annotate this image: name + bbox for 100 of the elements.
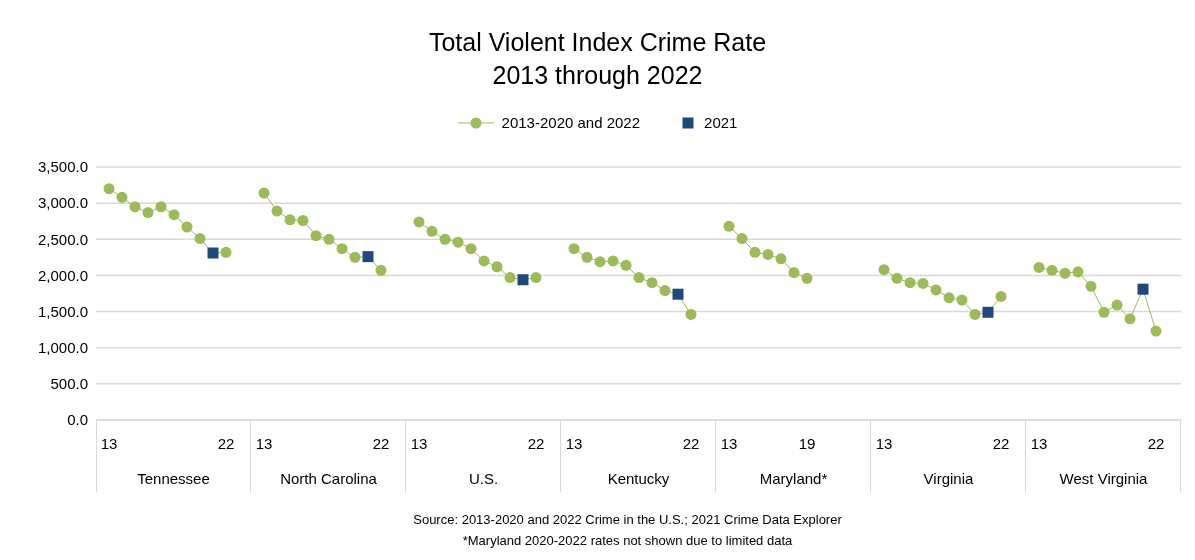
point bbox=[581, 251, 593, 263]
x-axis-title: Tennessee bbox=[137, 470, 210, 487]
point bbox=[1124, 313, 1136, 325]
legend-label: 2021 bbox=[704, 114, 738, 131]
source-note: Source: 2013-2020 and 2022 Crime in the U.S.; 2021 Crime Data Explorer bbox=[412, 511, 843, 529]
point bbox=[646, 277, 658, 289]
x-axis-title: West Virginia bbox=[1059, 470, 1149, 487]
point bbox=[168, 209, 180, 221]
point bbox=[504, 272, 516, 284]
x-axis-title: Kentucky bbox=[607, 470, 670, 487]
point bbox=[1150, 325, 1162, 337]
point bbox=[271, 205, 283, 217]
point bbox=[775, 253, 787, 265]
point bbox=[129, 201, 141, 213]
x-tick-label: 19 bbox=[798, 434, 816, 452]
x-axis-title: Virginia bbox=[923, 470, 975, 487]
point bbox=[685, 308, 697, 320]
x-tick-label: 13 bbox=[100, 434, 118, 452]
point bbox=[465, 243, 477, 255]
point bbox=[116, 191, 128, 203]
y-tick-label: 1,000.0 bbox=[37, 339, 88, 357]
point bbox=[336, 243, 348, 255]
point bbox=[310, 230, 322, 242]
y-tick-label: 0.0 bbox=[67, 411, 88, 429]
point bbox=[620, 259, 632, 271]
point bbox=[995, 290, 1007, 302]
y-tick-label: 3,500.0 bbox=[37, 158, 88, 176]
point bbox=[594, 256, 606, 268]
x-tick-label: 22 bbox=[527, 434, 545, 452]
point bbox=[891, 272, 903, 284]
point bbox=[982, 306, 994, 318]
x-tick-label: 13 bbox=[565, 434, 583, 452]
point bbox=[258, 187, 270, 199]
point bbox=[1046, 264, 1058, 276]
x-axis-title: Maryland* bbox=[759, 470, 828, 487]
y-tick-label: 2,500.0 bbox=[37, 230, 88, 248]
text: *Maryland 2020-2022 rates not shown due to limited data bbox=[461, 532, 794, 550]
point bbox=[1072, 266, 1084, 278]
point bbox=[659, 285, 671, 297]
point bbox=[956, 294, 968, 306]
point bbox=[375, 264, 387, 276]
point bbox=[1059, 267, 1071, 279]
y-tick-label: 500.0 bbox=[50, 375, 88, 393]
point bbox=[917, 277, 929, 289]
x-tick-label: 13 bbox=[410, 434, 428, 452]
point bbox=[220, 246, 232, 258]
point bbox=[142, 207, 154, 219]
point bbox=[323, 233, 335, 245]
point bbox=[801, 272, 813, 284]
point bbox=[904, 277, 916, 289]
x-axis-title: North Carolina bbox=[280, 470, 378, 487]
point bbox=[749, 246, 761, 258]
x-tick-label: 13 bbox=[875, 434, 893, 452]
x-tick-label: 22 bbox=[372, 434, 390, 452]
point bbox=[723, 220, 735, 232]
x-tick-label: 22 bbox=[682, 434, 700, 452]
x-tick-label: 22 bbox=[992, 434, 1010, 452]
chart-subtitle: 2013 through 2022 bbox=[492, 60, 703, 91]
point bbox=[878, 264, 890, 276]
point bbox=[284, 214, 296, 226]
point bbox=[1085, 280, 1097, 292]
point bbox=[930, 284, 942, 296]
point bbox=[478, 255, 490, 267]
point bbox=[194, 233, 206, 245]
point bbox=[788, 267, 800, 279]
point bbox=[439, 233, 451, 245]
x-tick-label: 13 bbox=[1030, 434, 1048, 452]
point bbox=[181, 221, 193, 233]
point bbox=[297, 214, 309, 226]
x-axis-title: U.S. bbox=[468, 470, 499, 487]
point bbox=[1137, 283, 1149, 295]
point bbox=[672, 288, 684, 300]
x-tick-label: 22 bbox=[1147, 434, 1165, 452]
point bbox=[943, 292, 955, 304]
legend-label: 2013-2020 and 2022 bbox=[501, 114, 641, 131]
point bbox=[103, 183, 115, 195]
point bbox=[607, 255, 619, 267]
chart-title: Total Violent Index Crime Rate bbox=[428, 27, 767, 58]
point bbox=[426, 225, 438, 237]
point bbox=[736, 233, 748, 245]
point bbox=[413, 216, 425, 228]
point bbox=[452, 236, 464, 248]
point bbox=[1033, 261, 1045, 273]
point bbox=[633, 272, 645, 284]
y-tick-label: 3,000.0 bbox=[37, 194, 88, 212]
x-tick-label: 22 bbox=[217, 434, 235, 452]
point bbox=[568, 243, 580, 255]
point bbox=[1111, 299, 1123, 311]
point bbox=[207, 247, 219, 259]
point bbox=[1098, 306, 1110, 318]
point bbox=[349, 251, 361, 263]
point bbox=[362, 251, 374, 263]
y-tick-label: 1,500.0 bbox=[37, 302, 88, 320]
point bbox=[517, 274, 529, 286]
y-tick-label: 2,000.0 bbox=[37, 266, 88, 284]
point bbox=[491, 261, 503, 273]
point bbox=[530, 272, 542, 284]
point bbox=[762, 248, 774, 260]
x-tick-label: 13 bbox=[720, 434, 738, 452]
x-tick-label: 13 bbox=[255, 434, 273, 452]
